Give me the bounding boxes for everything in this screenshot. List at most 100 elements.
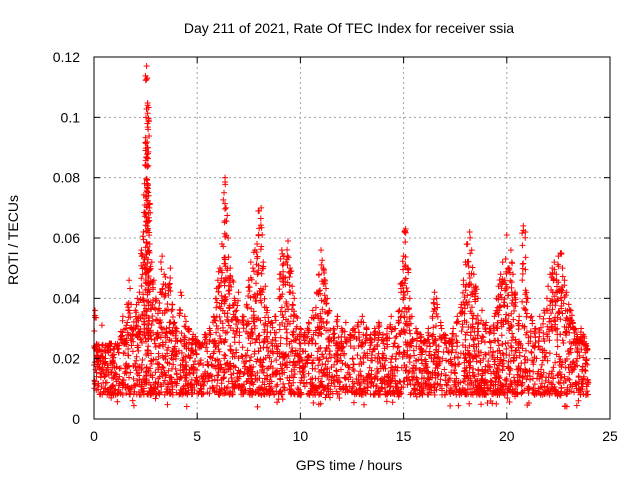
baseline-point: [327, 354, 334, 361]
data-point-fill: [550, 276, 557, 283]
data-point-fill: [194, 339, 201, 346]
data-point-fill: [562, 292, 569, 299]
baseline-point: [243, 378, 250, 385]
data-point-fill: [572, 327, 579, 334]
baseline-point: [541, 347, 548, 354]
baseline-point: [567, 349, 574, 356]
data-point-fill: [225, 288, 232, 295]
baseline-point: [119, 384, 126, 391]
baseline-point: [507, 343, 514, 350]
data-point-fill: [198, 341, 205, 348]
baseline-point: [415, 356, 422, 363]
data-point-fill: [257, 246, 264, 253]
data-point-fill: [145, 218, 152, 225]
baseline-point: [516, 374, 523, 381]
baseline-point: [537, 383, 544, 390]
data-point-fill: [143, 203, 150, 210]
data-point: [567, 307, 574, 314]
data-point-fill: [170, 330, 177, 337]
data-point-fill: [212, 317, 219, 324]
baseline-point: [504, 394, 511, 401]
baseline-point: [544, 357, 551, 364]
data-point-fill: [438, 336, 445, 343]
baseline-point: [399, 353, 406, 360]
baseline-point: [288, 373, 295, 380]
data-point-fill: [554, 288, 561, 295]
baseline-point: [461, 375, 468, 382]
data-point-fill: [472, 290, 479, 297]
data-point-fill: [392, 334, 399, 341]
baseline-point: [110, 374, 117, 381]
baseline-point: [451, 369, 458, 376]
y-axis-label: ROTI / TECUs: [5, 195, 21, 285]
baseline-point: [459, 385, 466, 392]
baseline-point: [198, 391, 205, 398]
baseline-point: [258, 391, 265, 398]
data-point-fill: [355, 329, 362, 336]
baseline-point: [222, 389, 229, 396]
data-point-fill: [354, 321, 361, 328]
baseline-point: [240, 390, 247, 397]
baseline-point: [230, 363, 237, 370]
data-point-fill: [255, 207, 262, 214]
data-point-fill: [583, 343, 590, 350]
baseline-point: [171, 343, 178, 350]
baseline-point: [334, 391, 341, 398]
baseline-point: [447, 391, 454, 398]
baseline-point: [410, 374, 417, 381]
data-point-fill: [190, 336, 197, 343]
baseline-point: [522, 369, 529, 376]
baseline-point: [228, 374, 235, 381]
data-point-fill: [523, 289, 530, 296]
baseline-point: [248, 371, 255, 378]
baseline-point: [279, 396, 286, 403]
data-point-fill: [549, 306, 556, 313]
baseline-point: [462, 354, 469, 361]
data-point-fill: [286, 269, 293, 276]
baseline-point: [148, 391, 155, 398]
data-point-fill: [478, 317, 485, 324]
data-point-fill: [496, 277, 503, 284]
baseline-point: [168, 380, 175, 387]
data-point-fill: [330, 335, 337, 342]
baseline-point: [173, 348, 180, 355]
data-point-fill: [99, 353, 106, 360]
data-point-fill: [459, 323, 466, 330]
data-point-fill: [162, 274, 169, 281]
baseline-point: [268, 358, 275, 365]
baseline-point: [160, 379, 167, 386]
data-point-fill: [152, 306, 159, 313]
baseline-point: [471, 373, 478, 380]
baseline-point: [430, 358, 437, 365]
baseline-point: [359, 388, 366, 395]
baseline-point: [125, 345, 132, 352]
baseline-point: [473, 377, 480, 384]
baseline-point: [402, 367, 409, 374]
baseline-point: [143, 364, 150, 371]
baseline-point: [333, 367, 340, 374]
baseline-point: [114, 398, 121, 405]
data-point: [466, 228, 473, 235]
data-point-fill: [487, 328, 494, 335]
baseline-point: [240, 371, 247, 378]
baseline-point: [286, 359, 293, 366]
baseline-point: [466, 400, 473, 407]
baseline-point: [485, 349, 492, 356]
baseline-point: [437, 382, 444, 389]
data-point: [501, 277, 508, 284]
baseline-point: [523, 367, 530, 374]
data-point-fill: [232, 330, 239, 337]
data-point-fill: [124, 319, 131, 326]
baseline-point: [509, 386, 516, 393]
data-point: [146, 204, 153, 211]
baseline-point: [263, 390, 270, 397]
data-point-fill: [139, 271, 146, 278]
baseline-point: [457, 379, 464, 386]
baseline-point: [223, 385, 230, 392]
baseline-point: [535, 368, 542, 375]
data-point-fill: [236, 332, 243, 339]
data-point-fill: [495, 311, 502, 318]
baseline-point: [372, 354, 379, 361]
data-point-fill: [402, 329, 409, 336]
